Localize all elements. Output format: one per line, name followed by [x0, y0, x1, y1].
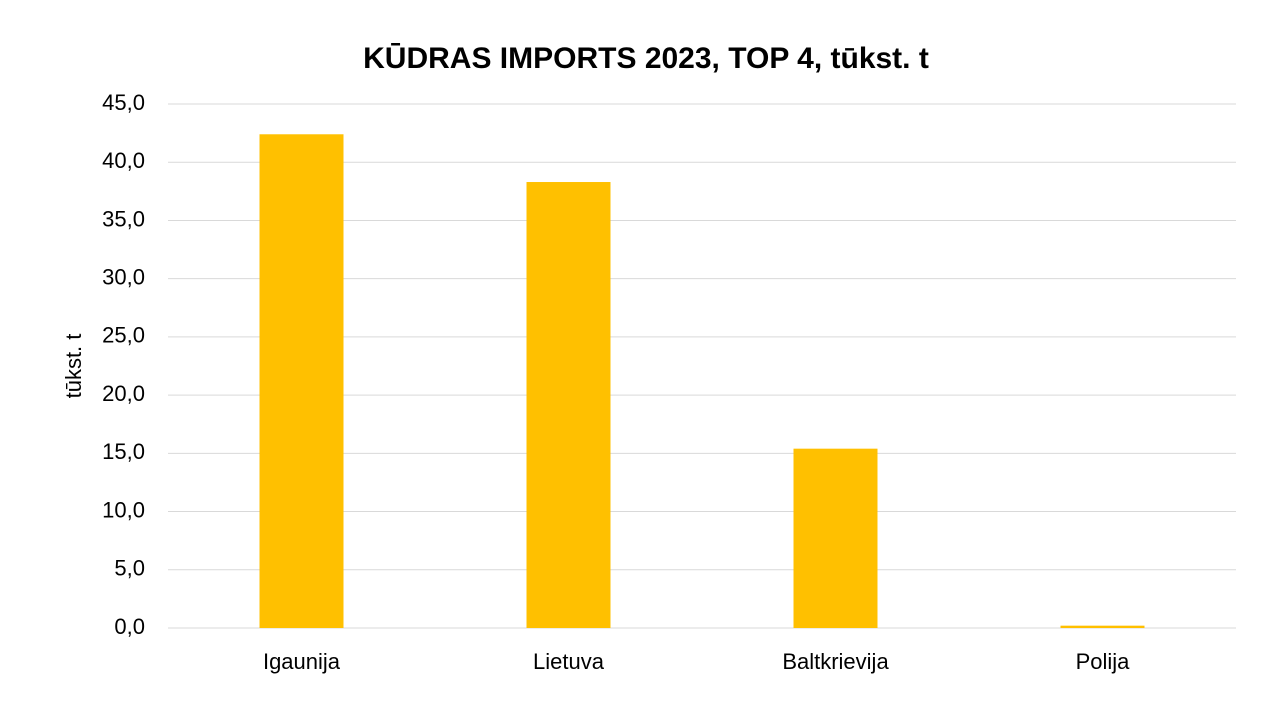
y-axis-label: tūkst. t: [61, 334, 86, 399]
y-tick-label: 40,0: [102, 148, 145, 173]
x-tick-label: Igaunija: [263, 649, 341, 674]
x-tick-label: Polija: [1076, 649, 1131, 674]
y-tick-label: 5,0: [114, 556, 145, 581]
y-tick-label: 45,0: [102, 90, 145, 115]
y-tick-label: 0,0: [114, 614, 145, 639]
bar: [1060, 625, 1145, 628]
bar: [259, 134, 344, 628]
x-tick-label: Baltkrievija: [782, 649, 889, 674]
bar: [793, 448, 878, 628]
chart-title: KŪDRAS IMPORTS 2023, TOP 4, tūkst. t: [363, 42, 929, 75]
bar: [526, 182, 611, 629]
y-tick-label: 25,0: [102, 323, 145, 348]
x-tick-label: Lietuva: [533, 649, 605, 674]
y-tick-label: 10,0: [102, 497, 145, 522]
y-tick-label: 15,0: [102, 439, 145, 464]
y-tick-label: 20,0: [102, 381, 145, 406]
y-tick-label: 35,0: [102, 206, 145, 231]
y-tick-label: 30,0: [102, 264, 145, 289]
